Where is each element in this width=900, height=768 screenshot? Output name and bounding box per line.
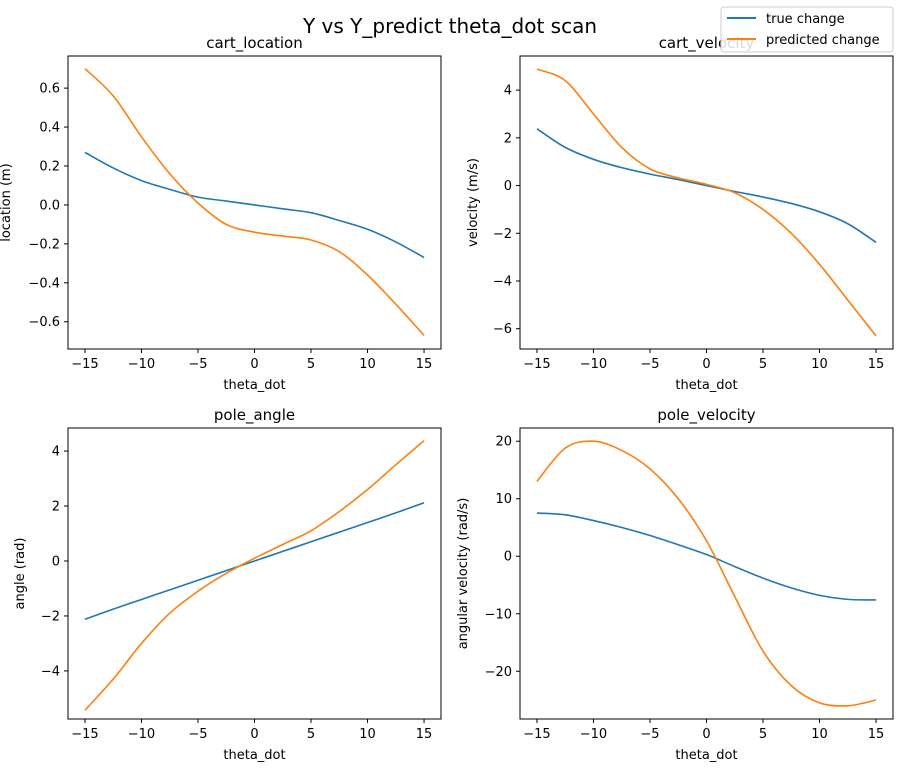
series-line-true-change [536, 512, 877, 601]
series-line-true-change [84, 151, 425, 259]
x-tick-label: −15 [71, 727, 98, 742]
x-tick-label: 0 [250, 357, 258, 372]
x-tick-label: −10 [128, 727, 155, 742]
y-tick-label: −4 [493, 274, 512, 289]
x-axis-label: theta_dot [675, 748, 737, 763]
series-line-true-change [536, 128, 877, 244]
x-axis-label: theta_dot [223, 748, 285, 763]
y-tick-label: −20 [485, 665, 512, 680]
x-tick-label: −15 [523, 727, 550, 742]
x-tick-label: 15 [868, 357, 885, 372]
x-tick-label: 15 [416, 357, 433, 372]
y-tick-label: 4 [52, 445, 60, 460]
x-tick-label: 10 [811, 357, 828, 372]
x-tick-label: 15 [868, 727, 885, 742]
x-tick-label: −15 [523, 357, 550, 372]
y-tick-label: −4 [41, 664, 60, 679]
x-tick-label: 0 [702, 357, 710, 372]
y-axis-label: angular velocity (rad/s) [456, 498, 471, 650]
subplot-title: pole_velocity [657, 406, 755, 425]
x-tick-label: −10 [580, 357, 607, 372]
y-tick-label: 0 [52, 554, 60, 569]
y-axis-label: angle (rad) [13, 538, 28, 610]
x-tick-label: 15 [416, 727, 433, 742]
figure-title: Y vs Y_predict theta_dot scan [302, 14, 597, 38]
y-tick-label: 0 [504, 179, 512, 194]
y-tick-label: 4 [504, 84, 512, 99]
y-tick-label: 20 [495, 435, 512, 450]
series-line-true-change [84, 501, 425, 621]
series-line-predicted-change [536, 440, 877, 707]
x-tick-label: 0 [250, 727, 258, 742]
y-axis-label: velocity (m/s) [466, 158, 481, 247]
x-tick-label: 10 [359, 357, 376, 372]
y-tick-label: 0.6 [39, 82, 60, 97]
x-tick-label: 5 [759, 357, 767, 372]
y-tick-label: 2 [52, 500, 60, 515]
x-tick-label: −10 [128, 357, 155, 372]
series-line-predicted-change [84, 68, 425, 336]
y-tick-label: 0.0 [39, 198, 60, 213]
plot-frame [519, 427, 894, 720]
subplot-cart_location: cart_location theta_dot location (m) −15 −10… [0, 34, 442, 393]
y-tick-label: −0.4 [28, 276, 60, 291]
y-axis-label: location (m) [0, 163, 14, 242]
legend: true change predicted change [720, 6, 894, 53]
x-tick-label: −5 [640, 357, 659, 372]
x-tick-label: −5 [640, 727, 659, 742]
y-tick-label: −0.2 [28, 237, 60, 252]
y-tick-label: 0.2 [39, 159, 60, 174]
x-tick-label: 10 [359, 727, 376, 742]
series-line-predicted-change [536, 68, 877, 337]
x-tick-label: 5 [307, 357, 315, 372]
x-tick-label: 10 [811, 727, 828, 742]
y-tick-label: −0.6 [28, 315, 60, 330]
plot-frame [519, 55, 894, 350]
subplot-pole_velocity: pole_velocity theta_dot angular velocity (… [456, 406, 894, 763]
subplot-title: cart_location [206, 34, 303, 53]
x-tick-label: −5 [188, 357, 207, 372]
plot-frame [67, 427, 442, 720]
legend-label-true: true change [766, 12, 845, 27]
legend-frame [720, 6, 894, 53]
x-axis-label: theta_dot [675, 378, 737, 393]
x-axis-label: theta_dot [223, 378, 285, 393]
subplot-pole_angle: pole_angle theta_dot angle (rad) −15 −10 −5 0 5… [13, 406, 442, 763]
y-tick-label: 2 [504, 131, 512, 146]
y-tick-label: 0 [504, 550, 512, 565]
y-tick-label: 0.4 [39, 121, 60, 136]
x-tick-label: 5 [307, 727, 315, 742]
x-tick-label: −5 [188, 727, 207, 742]
x-tick-label: −10 [580, 727, 607, 742]
series-line-predicted-change [84, 440, 425, 711]
plot-frame [67, 55, 442, 350]
y-tick-label: −6 [493, 322, 512, 337]
x-tick-label: 0 [702, 727, 710, 742]
legend-label-predicted: predicted change [766, 33, 880, 48]
y-tick-label: 10 [495, 492, 512, 507]
x-tick-label: −15 [71, 357, 98, 372]
y-tick-label: −2 [41, 609, 60, 624]
subplots: cart_location theta_dot location (m) −15 −10… [0, 34, 894, 763]
y-tick-label: −10 [485, 607, 512, 622]
x-tick-label: 5 [759, 727, 767, 742]
subplot-title: pole_angle [214, 406, 295, 425]
y-tick-label: −2 [493, 227, 512, 242]
